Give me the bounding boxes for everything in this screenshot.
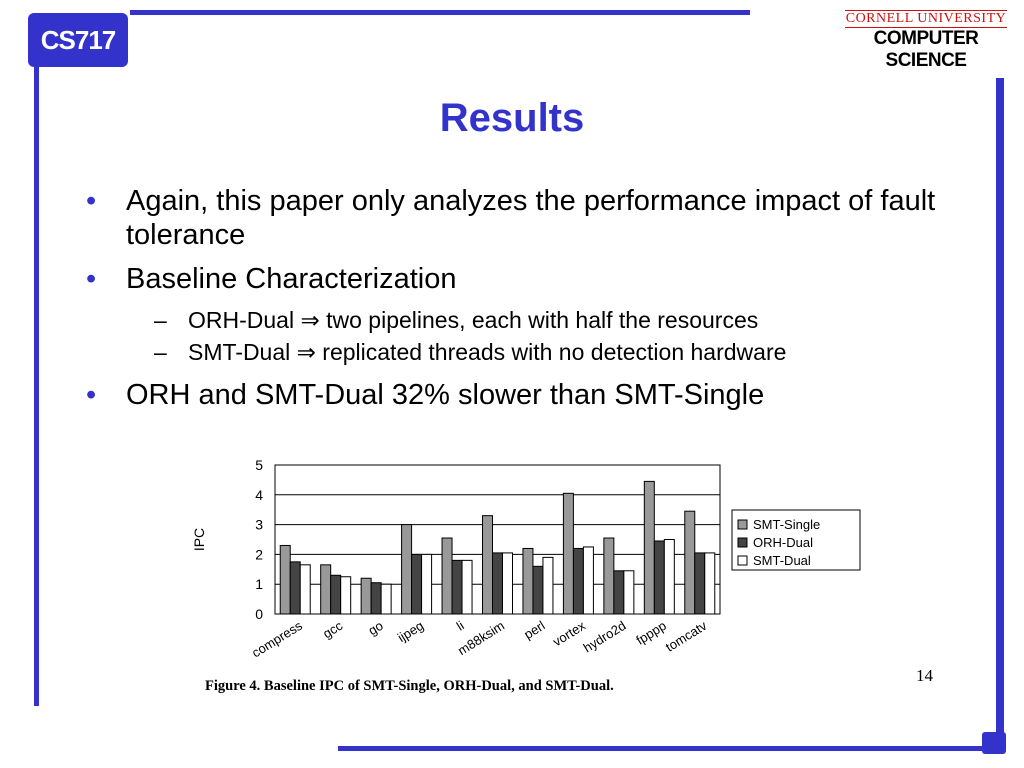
sub-bullet-text: ORH-Dual ⇒ two pipelines, each with half… bbox=[188, 307, 759, 333]
sub-bullet-marker: – bbox=[154, 339, 167, 365]
x-tick-label: compress bbox=[249, 618, 305, 661]
bullet-marker: • bbox=[86, 379, 97, 411]
figure-caption: Figure 4. Baseline IPC of SMT-Single, OR… bbox=[205, 678, 614, 694]
x-tick-label: go bbox=[366, 618, 386, 638]
sub-bullet-list: – ORH-Dual ⇒ two pipelines, each with ha… bbox=[126, 304, 966, 368]
bullet-marker: • bbox=[86, 185, 97, 217]
university-logo: CORNELL UNIVERSITY COMPUTER SCIENCE bbox=[845, 10, 1007, 71]
bar-smt-single bbox=[482, 515, 493, 615]
bullet-text: Again, this paper only analyzes the perf… bbox=[126, 185, 936, 251]
legend-label: SMT-Single bbox=[753, 517, 820, 532]
bar-smt-dual bbox=[299, 564, 311, 615]
bar-smt-dual bbox=[623, 570, 635, 615]
x-tick-label: gcc bbox=[320, 618, 346, 642]
bar-orh-dual bbox=[330, 574, 342, 615]
bar-orh-dual bbox=[532, 565, 544, 615]
y-tick-label: 0 bbox=[255, 606, 263, 622]
bar-smt-single bbox=[603, 537, 615, 615]
page-number: 14 bbox=[916, 666, 933, 685]
sub-bullet-item: – ORH-Dual ⇒ two pipelines, each with ha… bbox=[142, 304, 966, 336]
y-tick-label: 5 bbox=[255, 457, 263, 473]
bar-smt-single bbox=[401, 524, 413, 615]
legend-swatch bbox=[737, 537, 748, 548]
bullet-item: • Baseline Characterization – ORH-Dual ⇒… bbox=[86, 262, 966, 368]
legend-label: SMT-Dual bbox=[753, 553, 811, 568]
bar-smt-single bbox=[643, 480, 655, 615]
legend-swatch bbox=[737, 519, 748, 530]
bar-orh-dual bbox=[289, 561, 301, 615]
logo-line-department: COMPUTER SCIENCE bbox=[873, 28, 979, 71]
y-tick-label: 4 bbox=[255, 487, 263, 503]
bar-smt-single bbox=[684, 510, 696, 615]
bar-smt-single bbox=[441, 537, 453, 615]
bullet-item: • ORH and SMT-Dual 32% slower than SMT-S… bbox=[86, 378, 966, 412]
bar-smt-dual bbox=[421, 553, 433, 615]
x-tick-label: li bbox=[454, 618, 467, 634]
bar-orh-dual bbox=[694, 552, 706, 615]
y-tick-label: 2 bbox=[255, 546, 263, 562]
bar-smt-dual bbox=[461, 559, 473, 615]
course-label: CS717 bbox=[28, 13, 128, 67]
bullet-marker: • bbox=[86, 263, 97, 295]
sub-bullet-marker: – bbox=[154, 307, 167, 333]
bar-orh-dual bbox=[613, 570, 625, 615]
bar-smt-dual bbox=[663, 539, 675, 615]
slide-title: Results bbox=[439, 96, 585, 140]
bullet-list: • Again, this paper only analyzes the pe… bbox=[86, 184, 966, 422]
y-axis-label: IPC bbox=[191, 528, 207, 551]
bar-smt-single bbox=[562, 492, 574, 615]
legend-label: ORH-Dual bbox=[753, 535, 813, 550]
sub-bullet-text: SMT-Dual ⇒ replicated threads with no de… bbox=[188, 339, 787, 365]
x-tick-label: m88ksim bbox=[455, 618, 507, 658]
bar-smt-dual bbox=[582, 546, 594, 615]
bar-orh-dual bbox=[411, 553, 423, 615]
frame-top-bar bbox=[130, 10, 750, 15]
bullet-text: ORH and SMT-Dual 32% slower than SMT-Sin… bbox=[126, 379, 765, 411]
x-tick-label: tomcatv bbox=[663, 618, 710, 655]
bullet-text: Baseline Characterization bbox=[126, 263, 457, 295]
y-tick-label: 3 bbox=[255, 517, 263, 533]
bar-orh-dual bbox=[492, 552, 503, 615]
bar-smt-single bbox=[279, 544, 291, 615]
frame-bottom-bar bbox=[338, 746, 1004, 751]
frame-corner-block bbox=[982, 732, 1006, 754]
logo-line-university: CORNELL UNIVERSITY bbox=[845, 10, 1007, 28]
bar-orh-dual bbox=[653, 540, 665, 615]
bar-orh-dual bbox=[572, 547, 584, 615]
bullet-item: • Again, this paper only analyzes the pe… bbox=[86, 184, 966, 252]
x-tick-label: perl bbox=[521, 618, 547, 642]
frame-left-bar bbox=[34, 66, 39, 706]
frame-right-bar bbox=[996, 78, 1004, 746]
y-tick-label: 1 bbox=[255, 576, 263, 592]
bar-orh-dual bbox=[451, 559, 463, 615]
bar-smt-single bbox=[522, 547, 534, 615]
sub-bullet-item: – SMT-Dual ⇒ replicated threads with no … bbox=[142, 336, 966, 368]
bar-smt-single bbox=[360, 577, 372, 615]
x-tick-label: hydro2d bbox=[581, 618, 629, 656]
bar-smt-dual bbox=[542, 556, 554, 615]
bar-smt-dual bbox=[502, 552, 513, 615]
bar-smt-dual bbox=[380, 583, 392, 615]
bar-smt-dual bbox=[704, 552, 716, 615]
bar-orh-dual bbox=[370, 582, 382, 615]
legend-box bbox=[731, 509, 861, 571]
bar-smt-single bbox=[320, 564, 332, 615]
x-tick-label: ijpeg bbox=[395, 618, 426, 645]
legend-swatch bbox=[737, 555, 748, 566]
bar-smt-dual bbox=[340, 576, 352, 615]
